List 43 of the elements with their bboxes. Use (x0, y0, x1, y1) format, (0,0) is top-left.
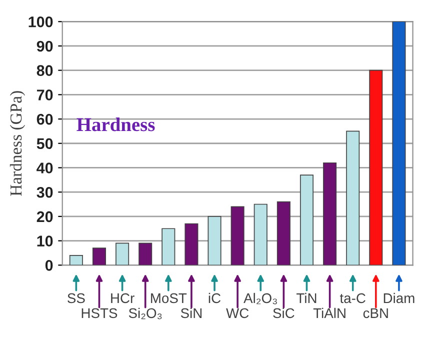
bar (276, 201, 290, 266)
bar (162, 228, 176, 266)
x-tick-label: Si₂O₃ (128, 308, 162, 320)
y-tick-label: 30 (36, 186, 53, 198)
y-tick-label: 90 (36, 40, 53, 52)
x-tick-label: Diam (384, 292, 414, 304)
y-tick-label: 50 (36, 138, 53, 150)
bar (300, 174, 314, 266)
x-tick-label: HSTS (82, 308, 118, 318)
y-tick-label: 40 (36, 162, 53, 174)
bar (346, 130, 360, 266)
x-tick-label: SiC (273, 308, 294, 318)
y-tick-label: 10 (37, 236, 53, 246)
y-tick-label: 0 (45, 260, 53, 271)
bar (208, 216, 222, 266)
y-tick-label: 70 (36, 90, 53, 100)
x-tick-label: iC (208, 292, 221, 304)
x-tick-label: WC (226, 308, 249, 318)
x-tick-label: SiN (180, 308, 202, 318)
x-tick-label: Al₂O₃ (244, 292, 277, 304)
bar (138, 242, 152, 266)
y-axis-title: Hardness (GPa) (10, 91, 26, 196)
x-tick-label: HCr (111, 293, 134, 304)
x-tick-label: TiAlN (313, 308, 346, 318)
bar (92, 248, 106, 266)
y-tick-label: 100 (28, 16, 53, 28)
text: Hardness (76, 118, 155, 132)
bar (392, 22, 406, 266)
bar (323, 162, 337, 266)
y-tick-label: 60 (36, 114, 53, 125)
bar (369, 70, 383, 266)
bar (184, 223, 198, 266)
x-tick-label: ta-C (340, 293, 366, 304)
bar (69, 254, 83, 266)
bar (116, 242, 130, 266)
bar (230, 206, 244, 266)
bar (254, 204, 268, 266)
y-tick-label: 80 (36, 65, 53, 76)
y-tick-label: 20 (36, 211, 53, 222)
x-tick-label: TiN (296, 292, 316, 303)
x-tick-label: cBN (363, 308, 388, 318)
x-tick-label: SS (68, 293, 85, 304)
x-tick-label: MoST (151, 293, 187, 304)
